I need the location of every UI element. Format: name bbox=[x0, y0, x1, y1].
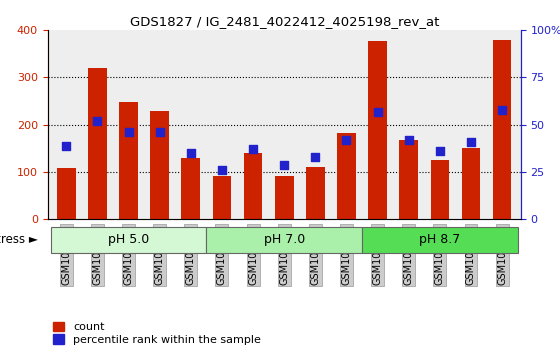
Bar bbox=[207, 227, 362, 253]
Bar bbox=[431, 160, 449, 219]
Bar bbox=[275, 176, 293, 219]
Point bbox=[498, 107, 507, 113]
Text: stress ►: stress ► bbox=[0, 233, 38, 246]
Point bbox=[435, 148, 444, 154]
Bar bbox=[368, 40, 387, 219]
Text: pH 8.7: pH 8.7 bbox=[419, 233, 460, 246]
Bar bbox=[57, 169, 76, 219]
Text: pH 5.0: pH 5.0 bbox=[108, 233, 149, 246]
Bar bbox=[493, 40, 511, 219]
Point bbox=[93, 118, 102, 124]
Point bbox=[62, 143, 71, 148]
Point bbox=[155, 130, 164, 135]
Title: GDS1827 / IG_2481_4022412_4025198_rev_at: GDS1827 / IG_2481_4022412_4025198_rev_at bbox=[129, 15, 439, 28]
Text: pH 7.0: pH 7.0 bbox=[264, 233, 305, 246]
Bar bbox=[306, 167, 325, 219]
Point bbox=[186, 150, 195, 156]
Point bbox=[466, 139, 475, 145]
Bar bbox=[150, 110, 169, 219]
Bar bbox=[51, 227, 207, 253]
Point bbox=[124, 130, 133, 135]
Bar bbox=[181, 158, 200, 219]
Bar bbox=[461, 148, 480, 219]
Legend: count, percentile rank within the sample: count, percentile rank within the sample bbox=[53, 322, 261, 345]
Point bbox=[404, 137, 413, 143]
Bar bbox=[362, 227, 517, 253]
Point bbox=[279, 162, 288, 167]
Bar bbox=[88, 68, 107, 219]
Bar bbox=[213, 176, 231, 219]
Point bbox=[217, 167, 226, 173]
Bar bbox=[399, 140, 418, 219]
Point bbox=[342, 137, 351, 143]
Bar bbox=[119, 102, 138, 219]
Bar bbox=[244, 153, 263, 219]
Point bbox=[249, 147, 258, 152]
Point bbox=[373, 109, 382, 114]
Point bbox=[311, 154, 320, 160]
Bar bbox=[337, 133, 356, 219]
